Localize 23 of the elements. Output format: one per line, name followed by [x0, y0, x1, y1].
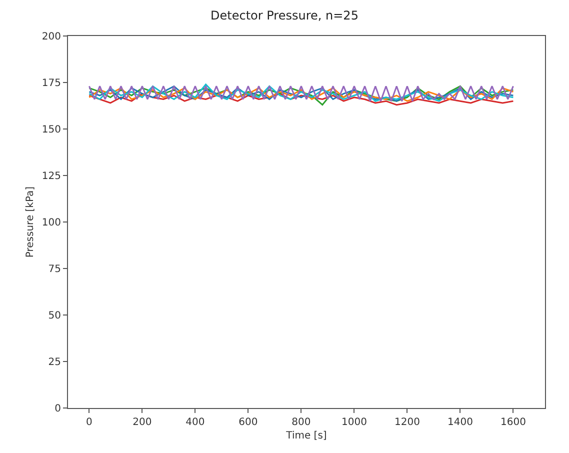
x-tick-label: 200	[132, 417, 152, 428]
x-tick-label: 1400	[447, 417, 473, 428]
y-tick-label: 25	[48, 357, 61, 368]
y-tick-label: 50	[48, 310, 61, 322]
x-tick-label: 1600	[500, 417, 526, 428]
y-tick-label: 0	[54, 404, 61, 414]
chart-title: Detector Pressure, n=25	[210, 8, 358, 23]
line-series	[88, 92, 514, 106]
y-tick-label: 125	[42, 171, 61, 182]
x-axis-title: Time [s]	[285, 430, 327, 442]
line-series	[88, 85, 514, 106]
y-tick-label: 200	[42, 32, 61, 42]
y-tick-label: 150	[42, 124, 61, 136]
x-tick-label: 1000	[341, 417, 367, 428]
x-tick-label: 600	[238, 417, 258, 428]
y-tick-label: 100	[42, 218, 61, 228]
x-tick-label: 0	[86, 417, 92, 428]
y-tick-label: 75	[48, 264, 61, 275]
x-tick-label: 800	[292, 417, 311, 428]
y-tick-label: 175	[42, 78, 61, 89]
y-axis-title: Pressure [kPa]	[24, 186, 36, 258]
x-tick-label: 1200	[394, 417, 420, 428]
x-tick-label: 400	[186, 417, 205, 428]
